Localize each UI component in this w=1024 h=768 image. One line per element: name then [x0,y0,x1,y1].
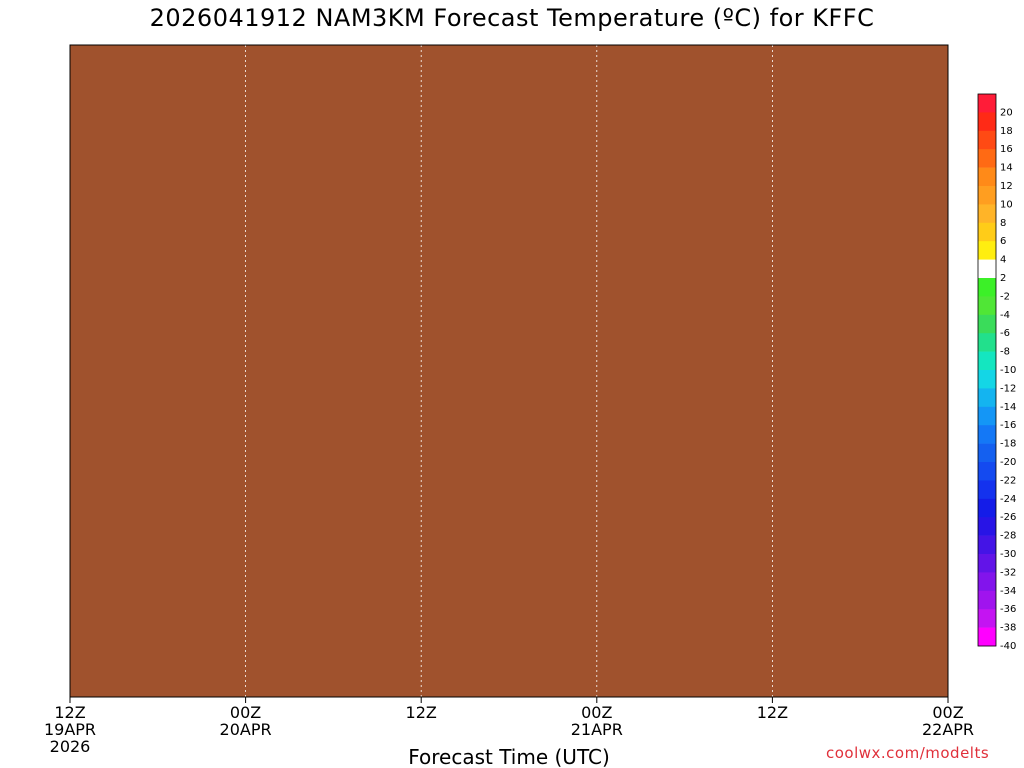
colorbar-cell [978,94,996,113]
colorbar-cell [978,388,996,408]
x-axis-title: Forecast Time (UTC) [408,745,610,768]
colorbar-label: -12 [1000,383,1016,394]
colorbar-cell [978,425,996,444]
colorbar-cell [978,406,996,426]
colorbar-label: -16 [1000,420,1016,431]
x-tick-label: 22APR [922,720,974,739]
colorbar-label: 6 [1000,236,1006,247]
colorbar-cell [978,535,996,555]
colorbar-cell [978,627,996,647]
colorbar-cell [978,517,996,536]
colorbar-legend: 20 18 16 14 12 10 8 6 4 2 -2 -4 -6 -8 -10 -12 -14 -16 -18 -… [977,93,1016,652]
colorbar-cell [978,351,996,371]
x-tick-label: 20APR [220,720,272,739]
x-tick-label: 12Z [757,703,788,722]
colorbar-label: 18 [1000,126,1013,137]
colorbar-frame [977,93,997,647]
x-tick-label: 00Z [230,703,261,722]
colorbar-label: -20 [1000,457,1016,468]
x-tick-label: 21APR [571,720,623,739]
colorbar-label: -8 [1000,347,1010,358]
colorbar-label: -34 [1000,586,1016,597]
colorbar-cell [978,462,996,481]
colorbar-label: -10 [1000,365,1016,376]
colorbar-cell [978,222,996,242]
colorbar-cell [978,167,996,187]
colorbar-cell [978,186,996,205]
colorbar-label: -30 [1000,549,1016,560]
x-tick-label: 19APR [44,720,96,739]
colorbar-cell [978,130,996,150]
x-tick-label: 12Z [406,703,437,722]
colorbar-label: 8 [1000,218,1006,229]
colorbar-label: -28 [1000,531,1016,542]
colorbar-cell [978,590,996,610]
colorbar-cell [978,112,996,132]
colorbar-label: 14 [1000,163,1013,174]
colorbar-cell [978,554,996,573]
colorbar-label: -32 [1000,567,1016,578]
colorbar-cell [978,278,996,297]
colorbar-label: -26 [1000,512,1016,523]
x-tick-label: 12Z [54,703,85,722]
colorbar-label: 4 [1000,255,1006,266]
colorbar-label: 10 [1000,199,1013,210]
colorbar-label: -2 [1000,291,1010,302]
colorbar-cell [978,609,996,628]
chart-title: 2026041912 NAM3KM Forecast Temperature (… [149,4,875,32]
colorbar-cell [978,572,996,592]
colorbar-cell [978,498,996,518]
colorbar-label: -18 [1000,439,1016,450]
colorbar-label: 2 [1000,273,1006,284]
colorbar-label: 16 [1000,144,1013,155]
colorbar-cell [978,333,996,352]
colorbar-cell [978,204,996,224]
ground-below-surface [70,45,948,697]
colorbar-cell [978,149,996,168]
colorbar-label: 20 [1000,107,1013,118]
colorbar-label: -40 [1000,641,1016,652]
colorbar-cell [978,241,996,260]
colorbar-label: -24 [1000,494,1016,505]
colorbar-cell [978,370,996,389]
colorbar-label: -6 [1000,328,1010,339]
colorbar-cell [978,480,996,500]
colorbar-label: -14 [1000,402,1016,413]
colorbar-label: -36 [1000,604,1016,615]
colorbar-label: -38 [1000,623,1016,634]
colorbar-cell [978,296,996,316]
x-tick-label: 2026 [50,737,91,756]
colorbar-label: 12 [1000,181,1013,192]
colorbar-label: -4 [1000,310,1010,321]
colorbar-cell [978,314,996,334]
colorbar-cell [978,443,996,463]
source-credit: coolwx.com/modelts [826,744,990,762]
x-tick-label: 00Z [581,703,612,722]
x-tick-label: 00Z [932,703,963,722]
grid-lines [70,45,948,697]
colorbar-cell [978,259,996,279]
colorbar-label: -22 [1000,475,1016,486]
plot-frame [69,44,949,698]
